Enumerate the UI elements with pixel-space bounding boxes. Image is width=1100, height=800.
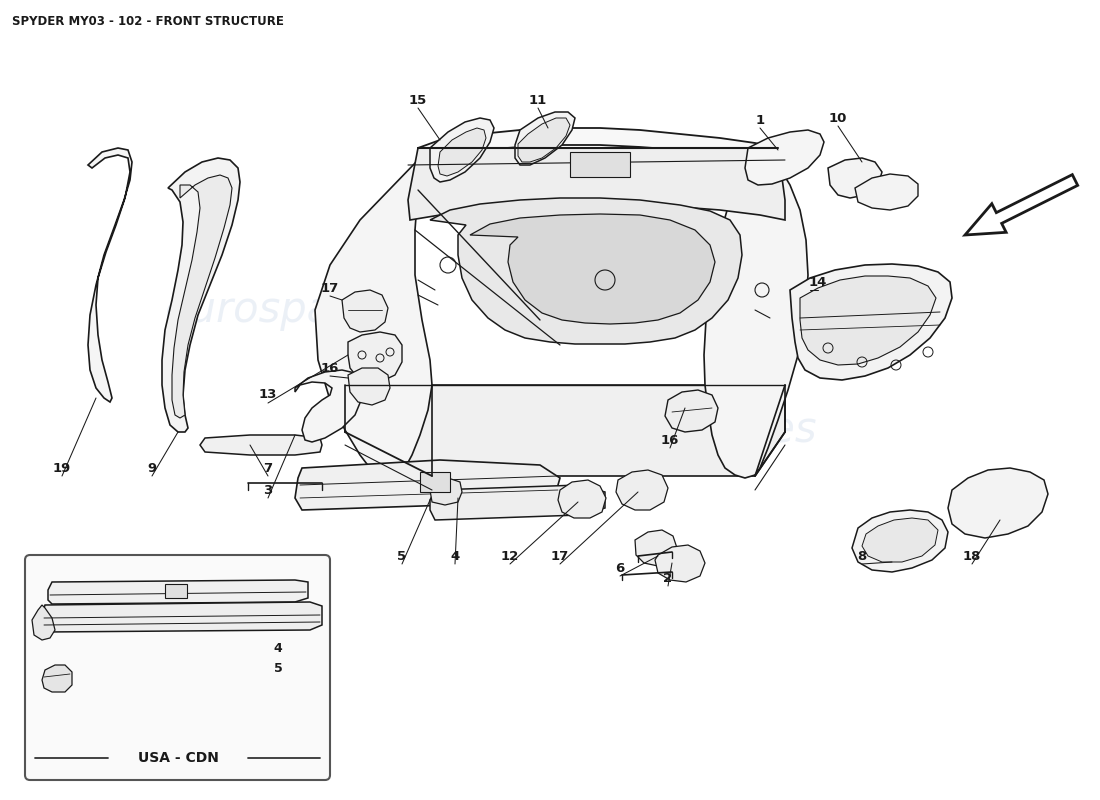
Polygon shape bbox=[800, 276, 936, 365]
Polygon shape bbox=[855, 174, 918, 210]
Text: 13: 13 bbox=[258, 389, 277, 402]
Polygon shape bbox=[430, 485, 605, 520]
Polygon shape bbox=[430, 198, 742, 344]
Text: eurospares: eurospares bbox=[584, 409, 816, 451]
Polygon shape bbox=[408, 148, 785, 220]
Polygon shape bbox=[666, 390, 718, 432]
Polygon shape bbox=[418, 128, 785, 165]
Polygon shape bbox=[295, 460, 560, 510]
Polygon shape bbox=[32, 605, 55, 640]
Polygon shape bbox=[635, 530, 676, 566]
Polygon shape bbox=[162, 158, 240, 432]
Polygon shape bbox=[790, 264, 952, 380]
Polygon shape bbox=[948, 468, 1048, 538]
Text: 9: 9 bbox=[147, 462, 156, 474]
Polygon shape bbox=[345, 385, 785, 476]
FancyArrow shape bbox=[965, 174, 1078, 235]
Text: 19: 19 bbox=[53, 462, 72, 474]
Text: 7: 7 bbox=[263, 462, 273, 474]
Polygon shape bbox=[315, 148, 432, 478]
Polygon shape bbox=[515, 112, 575, 165]
Text: 8: 8 bbox=[857, 550, 867, 562]
Text: 12: 12 bbox=[500, 550, 519, 562]
Polygon shape bbox=[430, 478, 462, 505]
Text: 5: 5 bbox=[274, 662, 283, 674]
Polygon shape bbox=[200, 435, 322, 455]
Text: 4: 4 bbox=[450, 550, 460, 562]
Text: 17: 17 bbox=[321, 282, 339, 294]
Text: 17: 17 bbox=[551, 550, 569, 562]
Polygon shape bbox=[654, 545, 705, 582]
Text: 1: 1 bbox=[756, 114, 764, 126]
Text: 15: 15 bbox=[409, 94, 427, 106]
Polygon shape bbox=[348, 332, 402, 382]
FancyBboxPatch shape bbox=[25, 555, 330, 780]
Text: USA - CDN: USA - CDN bbox=[138, 751, 219, 765]
Polygon shape bbox=[430, 118, 494, 182]
Polygon shape bbox=[88, 148, 132, 402]
Text: SPYDER MY03 - 102 - FRONT STRUCTURE: SPYDER MY03 - 102 - FRONT STRUCTURE bbox=[12, 15, 284, 28]
Text: 18: 18 bbox=[962, 550, 981, 562]
Polygon shape bbox=[438, 128, 486, 176]
Polygon shape bbox=[518, 118, 570, 162]
Text: 5: 5 bbox=[397, 550, 407, 562]
Polygon shape bbox=[862, 518, 938, 562]
Polygon shape bbox=[470, 214, 715, 324]
Bar bbox=[165, 584, 187, 598]
Polygon shape bbox=[704, 148, 808, 478]
Polygon shape bbox=[342, 290, 388, 332]
Text: 16: 16 bbox=[321, 362, 339, 374]
Text: 16: 16 bbox=[661, 434, 679, 446]
Polygon shape bbox=[295, 370, 362, 442]
Text: 10: 10 bbox=[828, 111, 847, 125]
Text: 14: 14 bbox=[808, 275, 827, 289]
Polygon shape bbox=[745, 130, 824, 185]
FancyBboxPatch shape bbox=[570, 152, 630, 177]
Polygon shape bbox=[348, 368, 390, 405]
Text: 4: 4 bbox=[274, 642, 283, 654]
Polygon shape bbox=[172, 175, 232, 418]
Bar bbox=[420, 472, 450, 492]
Polygon shape bbox=[616, 470, 668, 510]
Text: eurospares: eurospares bbox=[164, 289, 396, 331]
Text: 6: 6 bbox=[615, 562, 625, 574]
Text: 2: 2 bbox=[663, 571, 672, 585]
Polygon shape bbox=[558, 480, 606, 518]
Polygon shape bbox=[48, 580, 308, 604]
Text: 3: 3 bbox=[263, 483, 273, 497]
Polygon shape bbox=[42, 602, 322, 632]
Polygon shape bbox=[852, 510, 948, 572]
Polygon shape bbox=[42, 665, 72, 692]
Polygon shape bbox=[828, 158, 882, 198]
Text: 11: 11 bbox=[529, 94, 547, 106]
